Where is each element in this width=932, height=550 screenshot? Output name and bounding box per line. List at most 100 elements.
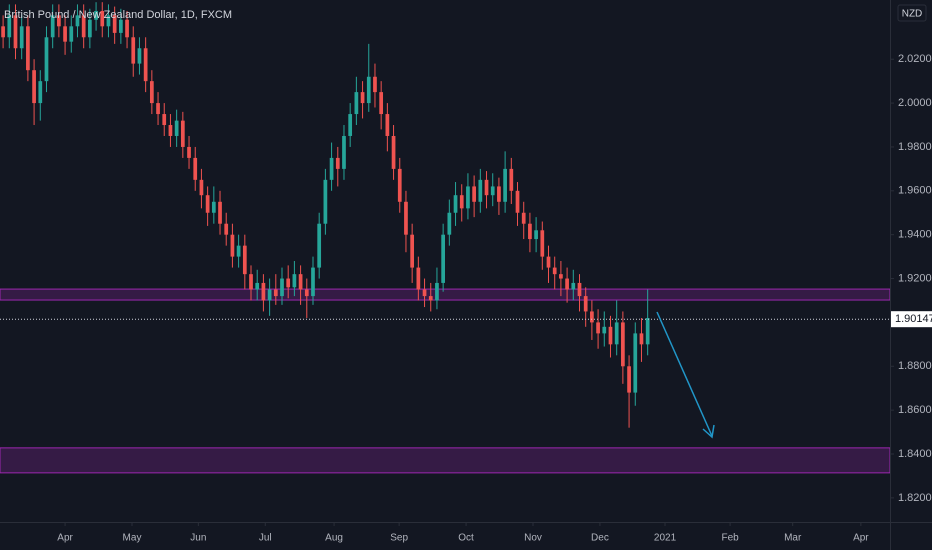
candle-body	[13, 15, 18, 49]
candle-body	[596, 322, 600, 334]
candle-body	[267, 289, 272, 301]
last-price-box	[891, 311, 932, 328]
chart-title: British Pound / New Zealand Dollar, 1D, …	[4, 9, 232, 21]
arrow-line	[656, 311, 713, 437]
candle-body	[44, 37, 49, 82]
x-tick-label: Oct	[458, 533, 474, 544]
y-tick-label: 2.02000	[898, 53, 932, 65]
candle-body	[193, 157, 198, 180]
candle-body	[329, 157, 334, 180]
candle-body	[503, 168, 507, 202]
candle-body	[19, 26, 24, 49]
candle-body	[211, 201, 216, 213]
candle-body	[416, 267, 421, 290]
candle-body	[88, 19, 92, 38]
candle-body	[112, 15, 117, 33]
candle-body	[218, 201, 222, 224]
candle-body	[583, 296, 588, 312]
candle-body	[627, 366, 631, 393]
candle-body	[571, 282, 576, 290]
candle-body	[242, 245, 247, 275]
candle-body	[422, 289, 427, 297]
plot-area	[0, 2, 891, 474]
candle-body	[137, 48, 142, 64]
candle-body	[639, 333, 644, 345]
x-tick-label: Feb	[721, 533, 739, 544]
x-tick-label: Dec	[591, 533, 609, 544]
y-tick-label: 2.00000	[898, 97, 932, 109]
x-tick-label: Jul	[259, 533, 272, 544]
y-tick-label: 1.86000	[898, 404, 932, 416]
candle-body	[261, 282, 266, 301]
candle-body	[342, 135, 346, 169]
candle-body	[590, 311, 594, 323]
candle-body	[559, 274, 563, 279]
candle-body	[484, 179, 489, 196]
candle-body	[292, 274, 297, 288]
candle-body	[546, 256, 551, 268]
x-tick-label: Apr	[853, 533, 869, 544]
candle-body	[459, 195, 464, 209]
candle-body	[63, 26, 67, 42]
candle-body	[497, 186, 501, 202]
candle-body	[94, 10, 98, 20]
candle-body	[311, 267, 315, 297]
candle-body	[69, 26, 74, 42]
candle-body	[298, 274, 303, 290]
candle-body	[156, 103, 160, 115]
candle-body	[397, 168, 402, 202]
x-tick-label: Aug	[325, 533, 343, 544]
candle-body	[614, 322, 619, 345]
x-tick-label: May	[123, 533, 142, 544]
candle-body	[521, 212, 526, 224]
candle-body	[187, 146, 191, 158]
candle-body	[236, 245, 241, 257]
price-zone	[0, 447, 891, 474]
y-tick-label: 1.82000	[898, 492, 932, 504]
candle-body	[348, 114, 353, 136]
candle-body	[528, 223, 532, 240]
candle-body	[38, 81, 43, 104]
candle-body	[404, 201, 408, 235]
candle-body	[75, 15, 80, 27]
candle-body	[162, 114, 167, 126]
candle-body	[385, 114, 390, 136]
candle-body	[149, 81, 154, 104]
x-tick-label: Mar	[784, 533, 802, 544]
y-tick-label: 1.96000	[898, 185, 932, 197]
candle-body	[645, 318, 650, 345]
arrow-annotation	[656, 311, 715, 439]
candle-body	[304, 289, 309, 297]
x-tick-label: Nov	[524, 533, 542, 544]
candle-body	[273, 289, 278, 297]
candle-body	[317, 223, 322, 268]
arrow-head	[702, 424, 715, 439]
candle-body	[100, 10, 105, 27]
candle-body	[131, 37, 136, 64]
candle-body	[360, 92, 365, 104]
candle-body	[441, 234, 445, 283]
y-tick-label: 1.98000	[898, 141, 932, 153]
candle-body	[335, 157, 340, 169]
candle-body	[565, 278, 569, 290]
candle-body	[509, 168, 514, 191]
candle-body	[118, 19, 123, 33]
candle-body	[32, 70, 36, 104]
candle-body	[428, 296, 433, 301]
candle-body	[57, 15, 61, 27]
candle-body	[410, 234, 415, 268]
candle-body	[577, 282, 582, 297]
candle-body	[633, 333, 638, 393]
candle-body	[391, 135, 396, 169]
candle-body	[534, 230, 538, 240]
candle-body	[286, 278, 291, 288]
candle-body	[174, 120, 179, 136]
x-tick-label: Jun	[190, 533, 206, 544]
candle-body	[143, 48, 148, 82]
candle-body	[490, 186, 495, 196]
candle-body	[453, 195, 458, 213]
candle-body	[472, 186, 476, 202]
candle-body	[435, 282, 439, 301]
candle-body	[249, 274, 253, 290]
